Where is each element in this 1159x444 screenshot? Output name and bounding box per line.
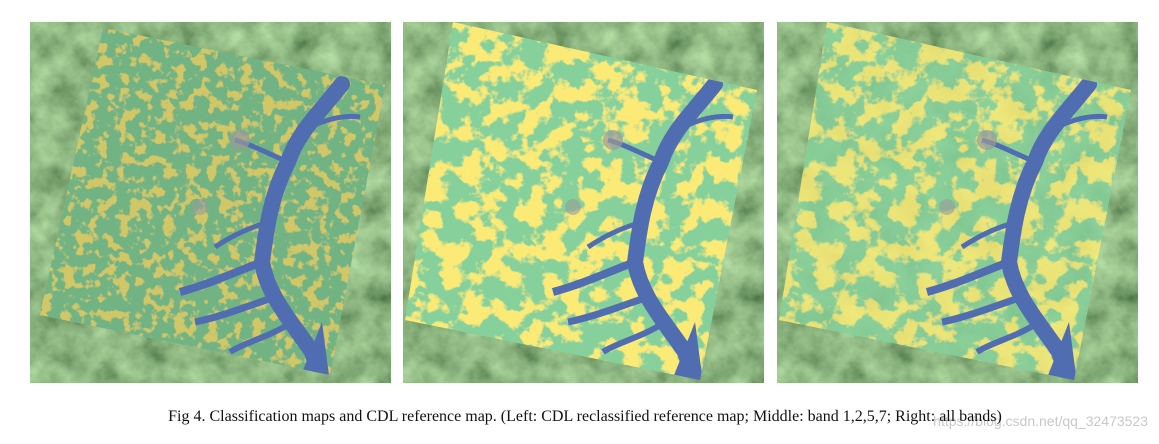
classified-scene — [405, 22, 757, 380]
caption: Fig 4. Classification maps and CDL refer… — [168, 408, 1002, 425]
middle-map — [403, 22, 764, 383]
watermark: https://blog.csdn.net/qq_32473523 — [933, 413, 1148, 429]
classified-scene — [40, 28, 385, 375]
classified-scene — [779, 22, 1131, 380]
left-map — [30, 22, 391, 383]
right-map — [777, 22, 1138, 383]
